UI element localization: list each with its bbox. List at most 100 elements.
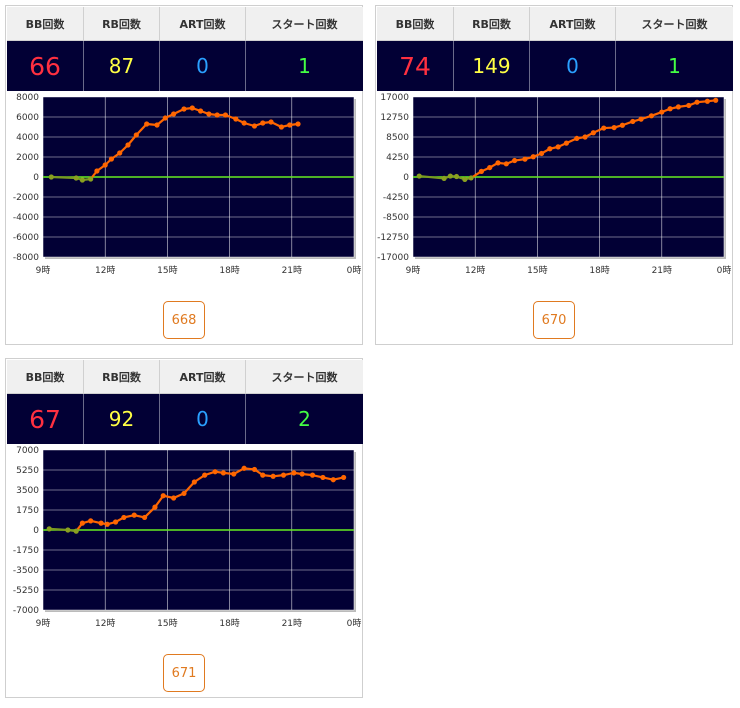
data-point: [222, 112, 229, 118]
rb-header: RB回数: [84, 360, 160, 393]
slot-card-1: BB回数 RB回数 ART回数 スタート回数 66 87 0 1 8000 600…: [5, 5, 363, 345]
data-point: [94, 168, 100, 174]
x-tick-label: 0時: [347, 265, 362, 276]
data-point: [487, 164, 493, 171]
rb-header: RB回数: [454, 7, 530, 40]
data-point: [214, 112, 220, 118]
data-point: [619, 122, 626, 128]
data-point: [648, 113, 655, 119]
start-count: 2: [298, 407, 311, 431]
data-point: [88, 518, 94, 524]
data-point: [98, 520, 104, 526]
data-point: [202, 472, 208, 478]
data-point: [181, 106, 187, 112]
data-point: [65, 527, 71, 533]
data-point: [79, 520, 85, 526]
machine-number-button[interactable]: 670: [533, 301, 575, 339]
data-point: [330, 477, 336, 483]
data-point: [270, 473, 276, 479]
data-point: [48, 174, 54, 180]
data-point: [79, 177, 85, 183]
y-tick-label: -1750: [13, 546, 39, 556]
data-point: [530, 154, 536, 160]
data-point: [88, 176, 94, 182]
data-point: [212, 469, 218, 475]
y-tick-label: 8500: [386, 133, 409, 143]
x-tick-label: 18時: [589, 265, 609, 276]
y-tick-label: -12750: [377, 233, 409, 243]
series-segment: [49, 527, 68, 532]
data-point: [121, 514, 127, 521]
data-point: [590, 130, 596, 136]
start-count: 1: [298, 54, 311, 78]
art-count: 0: [160, 41, 246, 91]
data-point: [125, 142, 131, 148]
data-point: [260, 472, 266, 478]
bb-count: 74: [377, 41, 454, 91]
data-point: [251, 466, 258, 473]
start-header: スタート回数: [641, 17, 708, 31]
data-point: [160, 493, 166, 499]
x-tick-label: 21時: [652, 265, 672, 276]
y-tick-label: -6000: [13, 233, 39, 243]
data-point: [713, 97, 719, 103]
data-point: [574, 135, 580, 142]
x-tick-label: 15時: [157, 265, 177, 276]
y-tick-label: 4000: [16, 133, 39, 143]
data-point: [154, 122, 160, 128]
bb-header: BB回数: [377, 7, 454, 40]
x-tick-label: 12時: [95, 618, 115, 629]
data-point: [260, 120, 266, 126]
x-tick-label: 9時: [36, 265, 51, 276]
data-point: [73, 528, 79, 534]
x-tick-label: 12時: [95, 265, 115, 276]
data-point: [503, 161, 509, 167]
data-point: [478, 168, 485, 174]
slump-graph: 17000 12750 8500 4250 0 -4250 -8500 -12750 -1700…: [377, 93, 732, 276]
data-point: [181, 490, 187, 497]
data-point: [667, 106, 673, 112]
bb-header: BB回数: [7, 7, 84, 40]
data-point: [694, 99, 700, 105]
y-tick-label: 6000: [16, 113, 39, 123]
data-point: [659, 109, 665, 115]
data-point: [704, 98, 711, 104]
data-point: [171, 495, 177, 501]
data-point: [206, 111, 212, 117]
rb-count: 87: [84, 41, 160, 91]
data-point: [299, 471, 305, 477]
data-point: [280, 472, 287, 478]
y-tick-label: 3500: [16, 486, 39, 496]
data-point: [555, 144, 561, 150]
y-tick-label: -7000: [13, 606, 39, 616]
x-tick-label: 0時: [347, 618, 362, 629]
data-point: [144, 121, 150, 127]
stats-table: BB回数 RB回数 ART回数 スタート回数 66 87 0 1: [7, 7, 363, 91]
x-tick-label: 0時: [717, 265, 732, 276]
slot-card-2: BB回数 RB回数 ART回数 スタート回数 74 149 0 1 17000 1…: [375, 5, 733, 345]
x-tick-label: 9時: [36, 618, 51, 629]
start-header: スタート回数: [271, 17, 338, 31]
data-point: [291, 470, 297, 476]
data-point: [462, 176, 468, 182]
data-point: [117, 150, 123, 156]
y-tick-label: 12750: [380, 113, 409, 123]
data-point: [241, 465, 247, 471]
y-tick-label: -8500: [383, 213, 409, 223]
data-point: [309, 472, 316, 478]
data-point: [268, 119, 274, 125]
data-point: [46, 526, 52, 532]
x-tick-label: 18時: [219, 265, 239, 276]
machine-number-button[interactable]: 671: [163, 654, 205, 692]
data-point: [341, 474, 347, 481]
data-point: [189, 105, 195, 111]
data-point: [320, 474, 326, 481]
data-point: [231, 471, 237, 477]
art-header: ART回数: [530, 7, 616, 40]
data-point: [630, 118, 636, 125]
machine-number-button[interactable]: 668: [163, 301, 205, 339]
y-tick-label: -5250: [13, 586, 39, 596]
data-point: [468, 175, 474, 181]
y-tick-label: 1750: [16, 506, 39, 516]
data-point: [447, 173, 453, 179]
